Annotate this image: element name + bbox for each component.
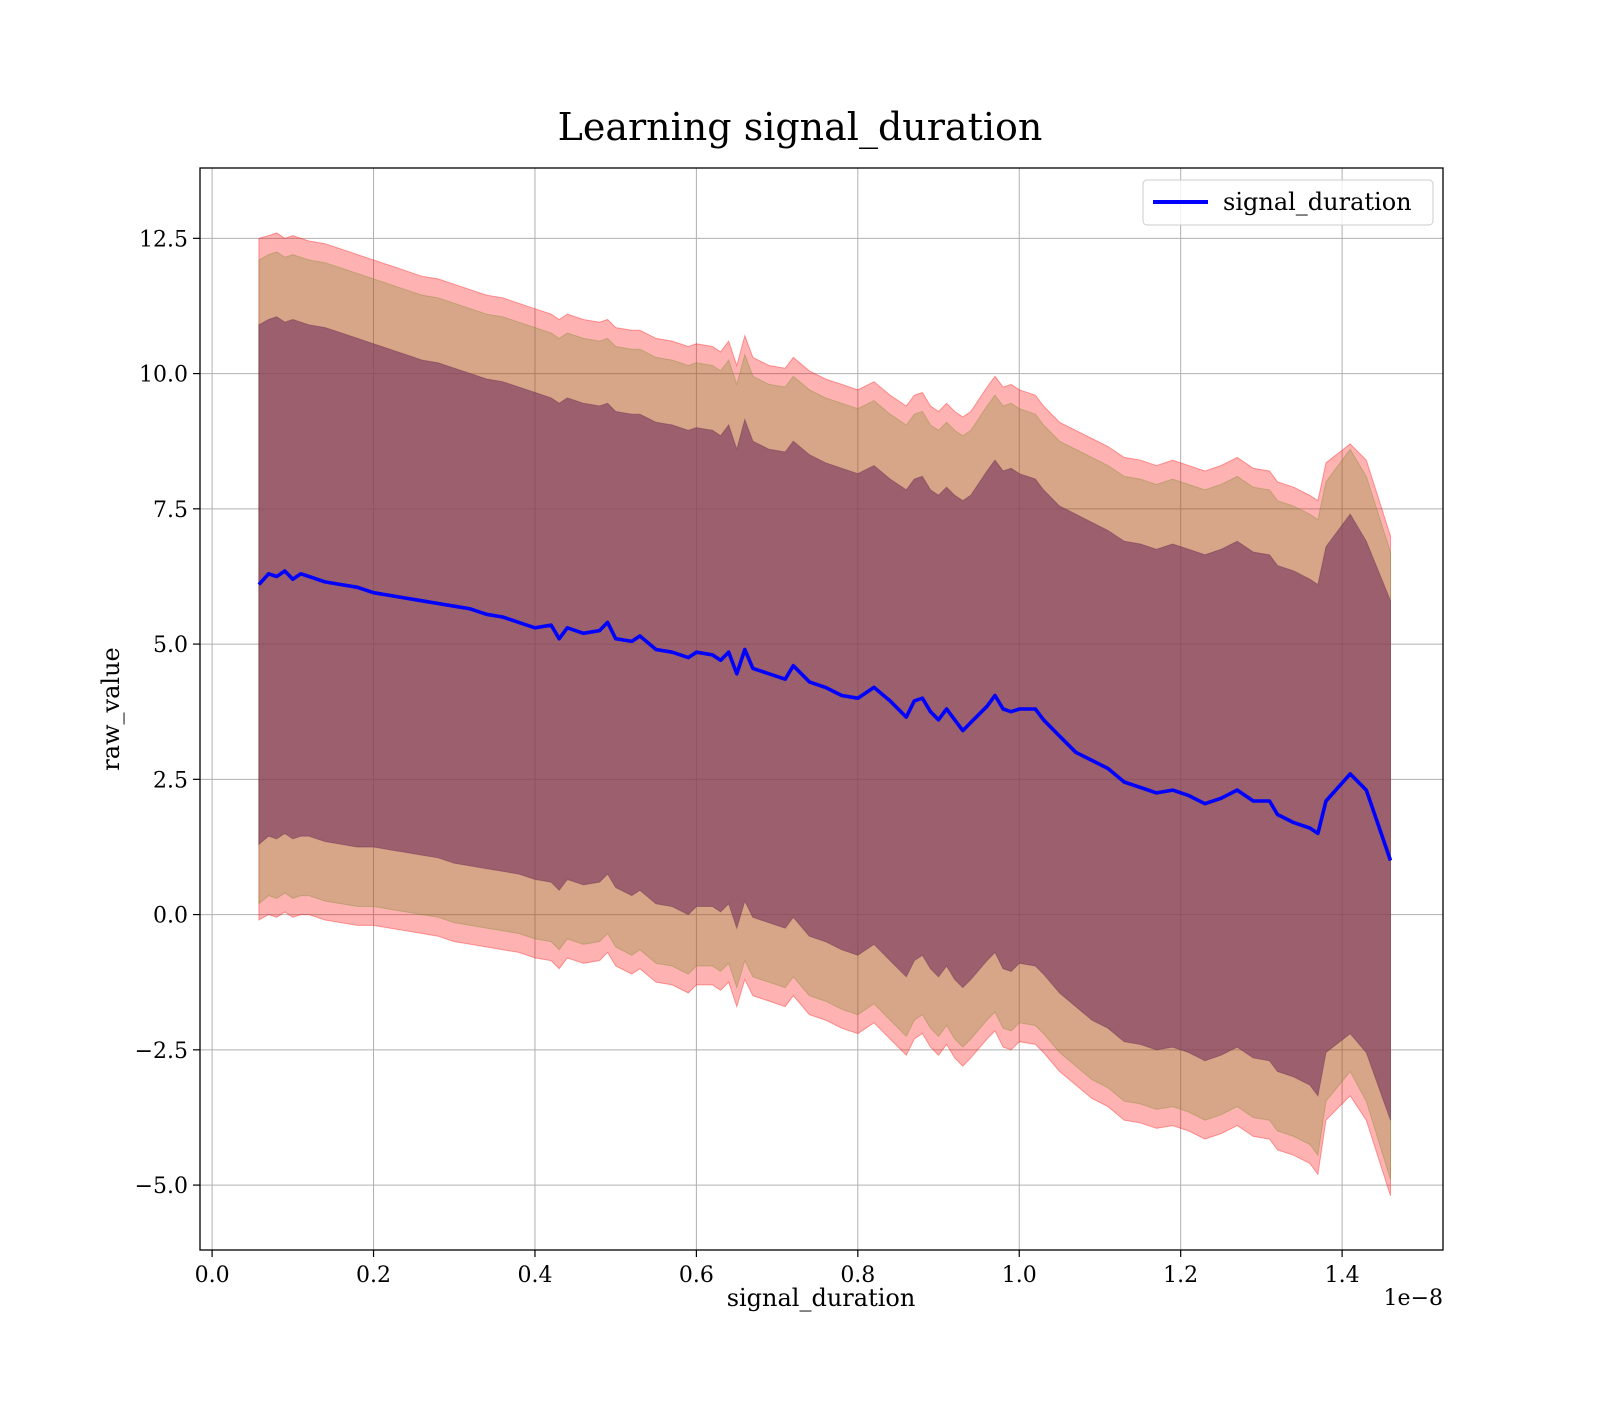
series-line-0 xyxy=(257,569,1393,862)
y-tick-label-3: 2.5 xyxy=(153,768,188,793)
band-inner-core xyxy=(258,316,1391,1121)
y-axis-label: raw_value xyxy=(97,647,125,771)
legend: signal_duration xyxy=(1142,179,1434,226)
confidence-bands xyxy=(258,232,1391,1197)
chart-title: Learning signal_duration xyxy=(558,105,1043,150)
x-tick-label-1: 0.2 xyxy=(356,1263,391,1288)
x-tick-label-7: 1.4 xyxy=(1325,1263,1360,1288)
y-tick-label-6: 10.0 xyxy=(139,363,188,388)
y-tick-label-7: 12.5 xyxy=(139,227,188,252)
y-tick-label-2: 0.0 xyxy=(153,904,188,929)
y-tick-label-4: 5.0 xyxy=(153,633,188,658)
legend-entry-signal-duration: signal_duration xyxy=(1223,188,1412,216)
x-axis-ticks: 0.0 0.2 0.4 0.6 0.8 1.0 1.2 1.4 xyxy=(195,1250,1360,1288)
x-axis-label: signal_duration xyxy=(727,1284,916,1312)
x-tick-label-4: 0.8 xyxy=(840,1263,875,1288)
legend-box xyxy=(1142,179,1434,226)
y-tick-label-0: −5.0 xyxy=(135,1174,188,1199)
y-tick-label-1: −2.5 xyxy=(135,1039,188,1064)
series-lines xyxy=(257,569,1393,862)
plot-area-frame xyxy=(199,167,1444,1251)
y-axis-ticks: −5.0 −2.5 0.0 2.5 5.0 7.5 10.0 12.5 xyxy=(135,227,200,1199)
x-tick-label-5: 1.0 xyxy=(1002,1263,1037,1288)
x-tick-label-6: 1.2 xyxy=(1163,1263,1198,1288)
y-tick-label-5: 7.5 xyxy=(153,498,188,523)
x-tick-label-3: 0.6 xyxy=(679,1263,714,1288)
x-axis-offset-label: 1e−8 xyxy=(1384,1286,1443,1311)
x-tick-label-0: 0.0 xyxy=(195,1263,230,1288)
x-tick-label-2: 0.4 xyxy=(517,1263,552,1288)
